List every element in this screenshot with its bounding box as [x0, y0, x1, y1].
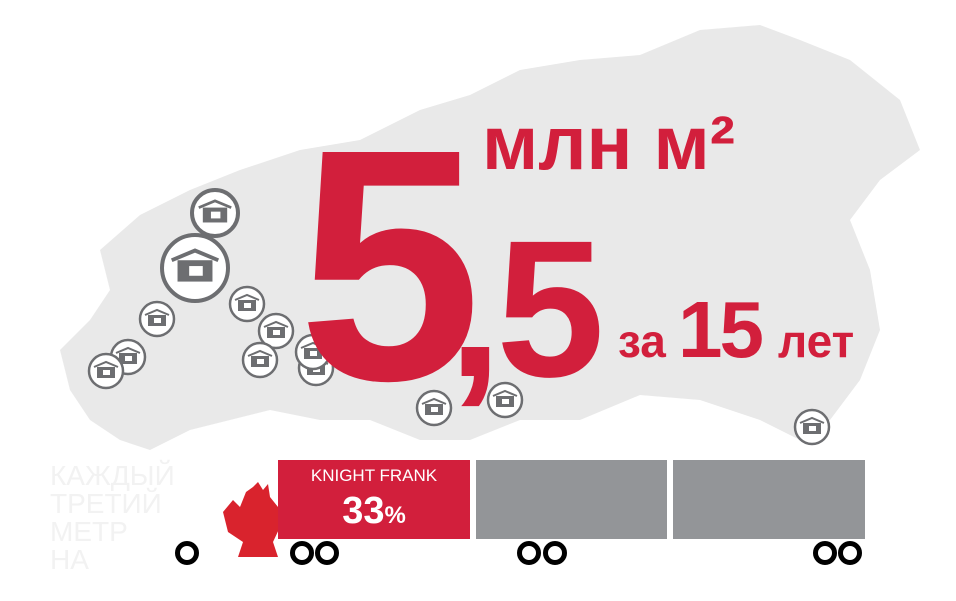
truck-segment-knight-frank: KNIGHT FRANK 33% [278, 460, 470, 539]
truck-wheel [838, 541, 862, 565]
headline-number: 5 [298, 80, 482, 449]
warehouse-icon [294, 333, 332, 371]
truck-wheel [290, 541, 314, 565]
warehouse-markers [87, 188, 831, 446]
segment-unit: % [384, 502, 406, 529]
warehouse-icon [87, 352, 125, 390]
truck-wheel [517, 541, 541, 565]
warehouse-icon [228, 285, 266, 323]
segment-label: KNIGHT FRANK [310, 466, 438, 485]
warehouse-icon [190, 188, 240, 238]
double-headed-eagle-emblem [223, 482, 280, 557]
warehouse-icon [138, 300, 176, 338]
caption-line: НА [50, 544, 89, 575]
truck-wheel [813, 541, 837, 565]
truck-wheel [543, 541, 567, 565]
warehouse-icon [793, 408, 831, 446]
headline-prefix: за [618, 315, 666, 367]
warehouse-icon [415, 389, 453, 427]
headline-years: 15 [678, 285, 764, 374]
warehouse-icon [160, 233, 230, 303]
headline-suffix: лет [778, 315, 855, 367]
segment-value: 33 [342, 490, 385, 532]
caption-line: МЕТР [50, 516, 128, 547]
warehouse-icon [486, 381, 524, 419]
warehouse-icon [241, 341, 279, 379]
truck-segment-other-2 [673, 460, 865, 539]
caption-line: ТРЕТИЙ [50, 488, 162, 519]
caption-line: КАЖДЫЙ [50, 460, 175, 491]
faint-caption: КАЖДЫЙ ТРЕТИЙ МЕТР НА [50, 460, 175, 575]
truck-segment-other-1 [476, 460, 667, 539]
warehouse-icon [257, 312, 295, 350]
truck-wheel [175, 541, 199, 565]
headline-unit: млн м² [482, 101, 736, 186]
headline-decimal: ,5 [448, 200, 605, 418]
truck-wheel [315, 541, 339, 565]
